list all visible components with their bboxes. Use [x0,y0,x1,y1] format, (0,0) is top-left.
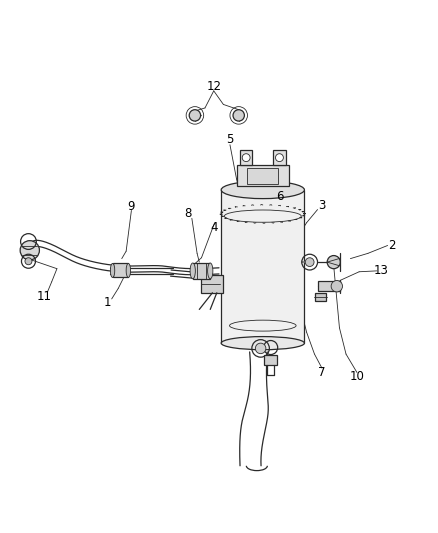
Ellipse shape [208,263,213,279]
Text: 6: 6 [276,190,284,203]
Circle shape [276,154,283,161]
Bar [318,281,340,292]
Bar [264,356,277,365]
Circle shape [305,258,314,266]
Text: 4: 4 [211,221,219,233]
Text: 11: 11 [36,290,51,303]
Text: 8: 8 [185,207,192,221]
Bar [247,168,278,184]
Bar [201,275,223,293]
Text: 10: 10 [350,370,364,383]
Circle shape [25,258,32,265]
Ellipse shape [110,263,115,278]
Text: 5: 5 [226,133,233,146]
Text: 2: 2 [388,239,396,252]
Text: 12: 12 [206,80,221,93]
Circle shape [20,241,39,260]
Bar [221,190,304,343]
Ellipse shape [221,336,304,350]
Circle shape [233,110,244,121]
Bar [193,263,210,279]
Text: 1: 1 [103,296,111,309]
Circle shape [331,280,343,292]
Bar [273,150,286,165]
Text: 9: 9 [127,199,135,213]
Text: 7: 7 [318,366,326,379]
Bar [237,165,289,187]
Ellipse shape [221,181,304,199]
Bar [240,150,252,165]
Circle shape [255,343,266,354]
Circle shape [242,154,250,161]
Ellipse shape [126,263,131,278]
Ellipse shape [190,263,195,279]
Circle shape [327,255,340,269]
Bar [315,293,326,301]
Text: 13: 13 [374,264,389,277]
Bar [113,263,128,278]
Circle shape [189,110,201,121]
Text: 3: 3 [318,199,325,212]
